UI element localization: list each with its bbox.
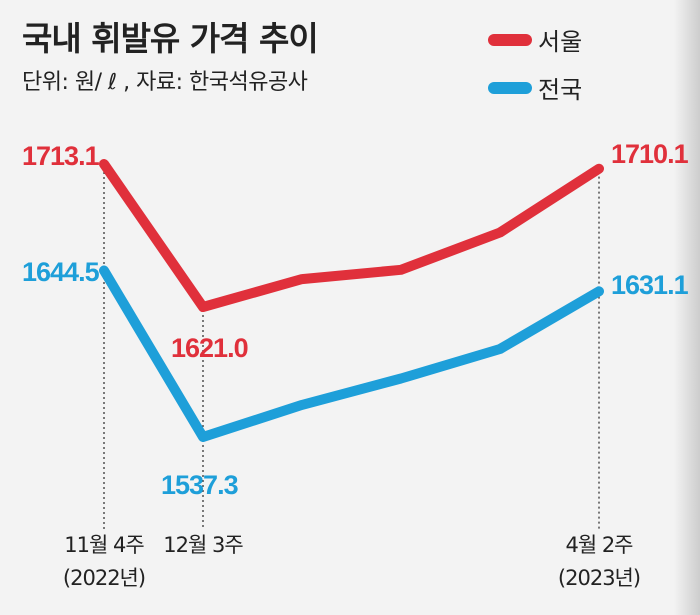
x-tick-label-2: 4월 2주 [565, 533, 633, 557]
data-label-national-1: 1537.3 [161, 470, 239, 500]
series-line-seoul [99, 159, 604, 312]
legend-label-seoul: 서울 [538, 28, 583, 56]
data-label-national-5: 1631.1 [611, 270, 689, 300]
x-tick-label-1: 12월 3주 [163, 533, 243, 557]
page-edge-shadow [674, 0, 700, 615]
legend-swatch-national [488, 81, 532, 94]
data-label-national-0: 1644.5 [22, 257, 100, 287]
legend-item-national: 전국 [488, 70, 582, 105]
data-label-seoul-1: 1621.0 [171, 333, 248, 363]
x-tick-sublabel-0: (2022년) [63, 566, 145, 590]
data-label-seoul-5: 1710.1 [611, 139, 689, 169]
x-tick-label-0: 11월 4주 [64, 533, 144, 557]
series-line-national [99, 265, 604, 442]
legend-swatch-seoul [488, 33, 532, 46]
x-tick-sublabel-2: (2023년) [558, 566, 640, 590]
legend-item-seoul: 서울 [488, 22, 582, 57]
data-label-seoul-0: 1713.1 [22, 141, 100, 171]
chart-title: 국내 휘발유 가격 추이 [22, 19, 319, 58]
chart-subtitle: 단위: 원/ ℓ , 자료: 한국석유공사 [22, 70, 308, 95]
legend-label-national: 전국 [538, 76, 583, 104]
